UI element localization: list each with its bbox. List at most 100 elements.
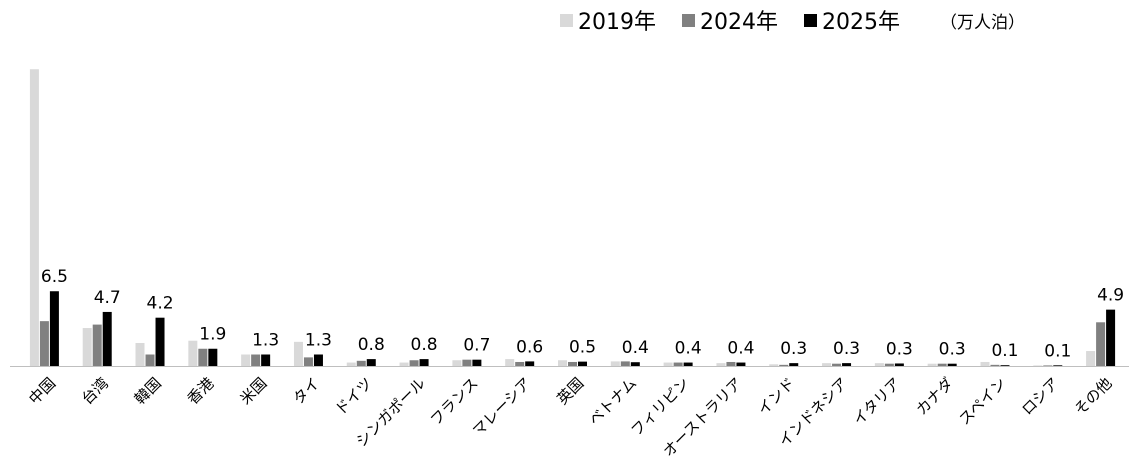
bar-2019年-ドイツ [346,362,356,366]
bar-2019年-その他 [1086,351,1096,366]
bar-2019年-韓国 [135,342,145,366]
bar-2024年-イタリア [884,363,894,366]
legend-swatch-2019 [560,13,573,27]
x-tick-label-米国: 米国 [237,374,271,408]
bar-2019年-台湾 [82,328,92,366]
x-tick-label-韓国: 韓国 [131,374,165,408]
legend-label-2025: 2025年 [822,10,900,35]
bar-2024年-インドネシア [832,363,842,366]
bar-2024年-その他 [1096,322,1106,366]
bar-2019年-香港 [188,340,198,366]
bar-2024年-香港 [198,348,208,366]
data-label-米国: 1.3 [252,330,279,350]
bar-2019年-スペイン [980,361,990,366]
x-tick-label-スペイン: スペイン [955,374,1009,428]
bar-2024年-フランス [462,359,472,366]
data-label-フランス: 0.7 [463,336,490,356]
legend-label-2019: 2019年 [578,10,656,35]
bar-2024年-オーストラリア [726,361,736,366]
bar-2019年-シンガポール [399,362,409,366]
bar-2024年-米国 [251,354,261,366]
bar-2025年-スペイン [1000,365,1010,366]
data-label-インド: 0.3 [780,339,807,359]
bar-2025年-インド [789,363,799,366]
bar-2024年-シンガポール [409,360,419,366]
bar-2019年-オーストラリア [716,363,726,366]
bar-2024年-カナダ [937,363,947,366]
legend-item-2025: 2025年 [804,4,900,36]
data-label-ベトナム: 0.4 [622,338,649,358]
bar-2024年-韓国 [145,354,155,366]
bar-2024年-英国 [568,361,577,366]
x-tick-label-ベトナム: ベトナム [585,374,640,429]
data-label-ロシア: 0.1 [1044,341,1071,361]
data-label-韓国: 4.2 [147,294,174,314]
bar-2024年-フィリピン [673,362,683,366]
data-label-インドネシア: 0.3 [833,339,860,359]
bar-2024年-マレーシア [515,361,525,366]
bar-2019年-米国 [241,354,251,366]
bar-2025年-フランス [472,359,482,366]
data-label-香港: 1.9 [199,325,226,345]
bar-2019年-インド [769,364,779,366]
data-label-フィリピン: 0.4 [675,339,702,359]
bar-2025年-オーストラリア [736,362,746,366]
legend-swatch-2025 [804,13,817,27]
x-tick-label-中国: 中国 [25,374,59,408]
bar-2024年-ドイツ [356,360,366,366]
bar-2024年-台湾 [92,324,102,366]
bar-2025年-イタリア [894,363,904,366]
bar-2019年-英国 [558,360,567,366]
data-label-タイ: 1.3 [305,330,332,350]
data-label-中国: 6.5 [41,267,68,287]
data-label-シンガポール: 0.8 [411,335,438,355]
x-tick-label-イタリア: イタリア [849,374,904,429]
bar-2019年-フィリピン [663,362,673,366]
data-label-台湾: 4.7 [94,288,121,308]
bar-2024年-ベトナム [620,361,630,366]
bar-2025年-フィリピン [683,362,693,366]
bar-2025年-インドネシア [842,363,852,366]
x-tick-label-タイ: タイ [289,374,323,408]
x-tick-label-ドイツ: ドイツ [332,374,377,419]
data-label-オーストラリア: 0.4 [727,339,754,359]
x-tick-label-インド: インド [754,374,799,419]
bar-2024年-インド [779,364,789,366]
bar-2024年-中国 [39,321,49,366]
bar-2025年-カナダ [947,363,957,366]
data-label-英国: 0.5 [569,338,596,358]
bar-2019年-タイ [293,341,303,366]
bar-2019年-ロシア [1033,365,1043,366]
bar-2025年-その他 [1106,309,1116,366]
x-tick-label-香港: 香港 [184,374,218,408]
data-label-ドイツ: 0.8 [358,335,385,355]
legend: 2019年 2024年 2025年 （万人泊） [560,2,1025,38]
legend-item-2019: 2019年 [560,4,656,36]
x-tick-label-英国: 英国 [553,374,587,408]
data-label-カナダ: 0.3 [939,340,966,360]
bar-2025年-タイ [313,354,323,366]
bar-2019年-フランス [452,360,462,366]
bar-2025年-台湾 [102,311,112,366]
bar-2019年-イタリア [874,363,884,366]
bar-2019年-インドネシア [822,363,832,366]
legend-label-2024: 2024年 [700,10,778,35]
bars-group [29,69,1116,366]
bar-2019年-中国 [29,69,39,366]
bar-2025年-ベトナム [630,362,640,366]
bar-2025年-マレーシア [525,361,535,366]
bar-2025年-韓国 [155,317,165,366]
bar-2024年-タイ [303,357,313,366]
data-label-イタリア: 0.3 [886,339,913,359]
bar-2025年-ロシア [1053,365,1063,366]
bar-2025年-香港 [208,348,218,366]
bar-2025年-英国 [578,361,587,366]
bar-2019年-ベトナム [610,361,620,366]
x-tick-label-その他: その他 [1071,374,1116,419]
x-tick-label-カナダ: カナダ [912,374,957,419]
x-tick-label-フランス: フランス [427,374,482,429]
bar-2025年-中国 [49,291,59,366]
x-tick-label-台湾: 台湾 [78,374,112,408]
